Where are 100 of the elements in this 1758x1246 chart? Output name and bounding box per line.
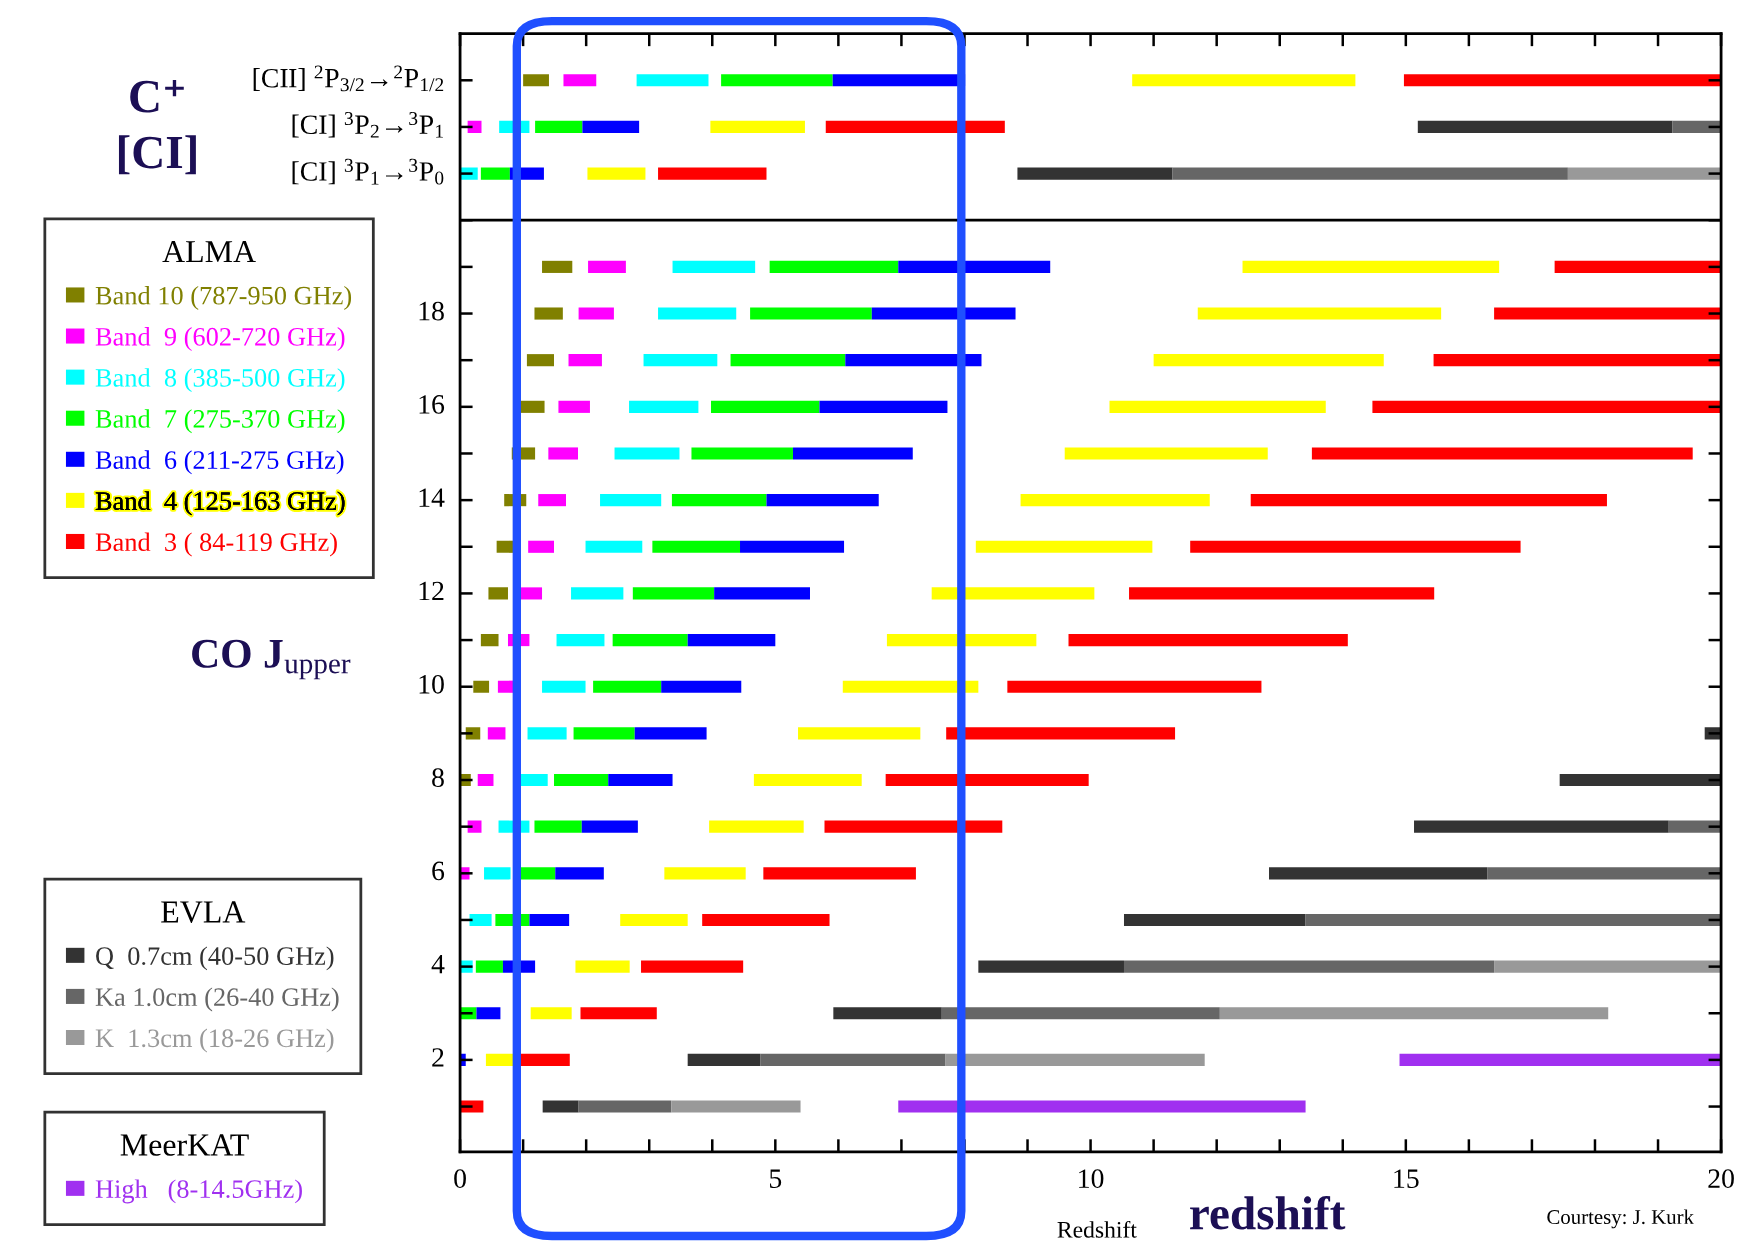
bar	[753, 773, 862, 787]
text: ALMA	[162, 240, 256, 263]
bar	[535, 120, 583, 133]
bar	[556, 634, 605, 647]
bar	[519, 1053, 570, 1066]
y-tick-label: 18	[419, 301, 444, 321]
bar	[614, 447, 680, 460]
bar	[1487, 867, 1722, 880]
bar	[730, 354, 846, 367]
y-tick-label: [CI] $^{3}$P$_{1}$→$^{3}$P$_{0}$	[292, 158, 444, 185]
bar	[664, 867, 746, 880]
bar	[871, 307, 1016, 320]
legend-label: K 1.3cm (18-26 GHz)	[95, 1028, 334, 1053]
bar	[467, 120, 482, 133]
bar	[636, 74, 709, 87]
bar	[842, 680, 979, 693]
legend-label: Ka 1.0cm (26-40 GHz)	[95, 987, 339, 1012]
bar	[580, 1007, 657, 1020]
bar	[1172, 167, 1568, 180]
bar	[1219, 1007, 1609, 1020]
text: MeerKAT	[120, 1134, 249, 1156]
y-tick-label: 12	[419, 581, 444, 601]
x-tick-label: 5	[769, 1169, 782, 1189]
bar	[473, 680, 490, 693]
bar	[1559, 773, 1722, 787]
bar	[740, 540, 845, 553]
bar	[573, 727, 635, 740]
bar	[634, 727, 707, 740]
bar	[1197, 307, 1442, 320]
bar	[1007, 680, 1262, 693]
bar	[714, 587, 810, 600]
legend-label: Q 0.7cm (40-50 GHz)	[96, 946, 334, 971]
bar	[587, 167, 646, 180]
bar	[825, 120, 1005, 133]
bar	[620, 913, 688, 927]
bar	[1668, 820, 1722, 833]
bar	[945, 1053, 1205, 1066]
bar	[534, 820, 582, 833]
bar	[1123, 913, 1306, 927]
bar	[1123, 960, 1495, 973]
legend-label: Band 10 (787-950 GHz)	[95, 286, 352, 310]
bar	[469, 913, 492, 927]
bar	[885, 773, 1089, 787]
x-tick-label: 0	[454, 1169, 466, 1189]
bar	[641, 960, 744, 973]
y-tick-label: 6	[432, 861, 445, 881]
bar	[555, 867, 604, 880]
bar	[760, 1053, 946, 1066]
bar	[1554, 260, 1722, 273]
bar	[687, 1053, 761, 1066]
bar	[1494, 307, 1722, 320]
bar	[1414, 820, 1669, 833]
bar	[554, 773, 609, 787]
bar	[845, 354, 982, 367]
bar	[658, 167, 767, 180]
bar	[534, 307, 563, 320]
text: redshift	[1190, 1195, 1346, 1230]
bar	[480, 634, 499, 647]
bar	[488, 587, 508, 600]
x-tick-label: 10	[1079, 1169, 1104, 1189]
bar	[467, 820, 482, 833]
bar	[766, 494, 879, 507]
bar	[563, 74, 597, 87]
bar	[975, 540, 1153, 553]
y-tick-label: 16	[419, 395, 445, 414]
bar	[672, 260, 756, 273]
bar	[1132, 74, 1356, 87]
bar	[477, 773, 494, 787]
bar	[721, 74, 833, 87]
bar	[582, 120, 640, 133]
bar	[1399, 1053, 1722, 1066]
bar	[1064, 447, 1268, 460]
bar	[600, 494, 662, 507]
bar	[588, 260, 626, 273]
bar	[898, 260, 1051, 273]
bar	[661, 680, 742, 693]
bar	[1068, 634, 1348, 647]
bar	[946, 727, 1176, 740]
bar	[548, 447, 578, 460]
bar	[542, 680, 586, 693]
bar	[593, 680, 662, 693]
bar	[528, 540, 555, 553]
bar	[581, 820, 638, 833]
bar	[529, 913, 570, 927]
legend-label: Band 6 (211-275 GHz)	[95, 450, 344, 475]
bar	[1433, 354, 1722, 367]
bar	[711, 400, 820, 413]
bar	[652, 540, 741, 553]
bar	[1672, 120, 1722, 133]
bar	[568, 354, 602, 367]
bar	[1129, 587, 1435, 600]
legend-label: Band 9 (602-720 GHz)	[95, 327, 345, 352]
bar	[612, 634, 688, 647]
bar	[1403, 74, 1722, 87]
bar	[769, 260, 899, 273]
x-axis-title: Redshift	[1057, 1220, 1137, 1238]
bar	[527, 727, 567, 740]
bar	[886, 634, 1037, 647]
bar	[898, 1100, 1306, 1113]
bar	[671, 494, 767, 507]
